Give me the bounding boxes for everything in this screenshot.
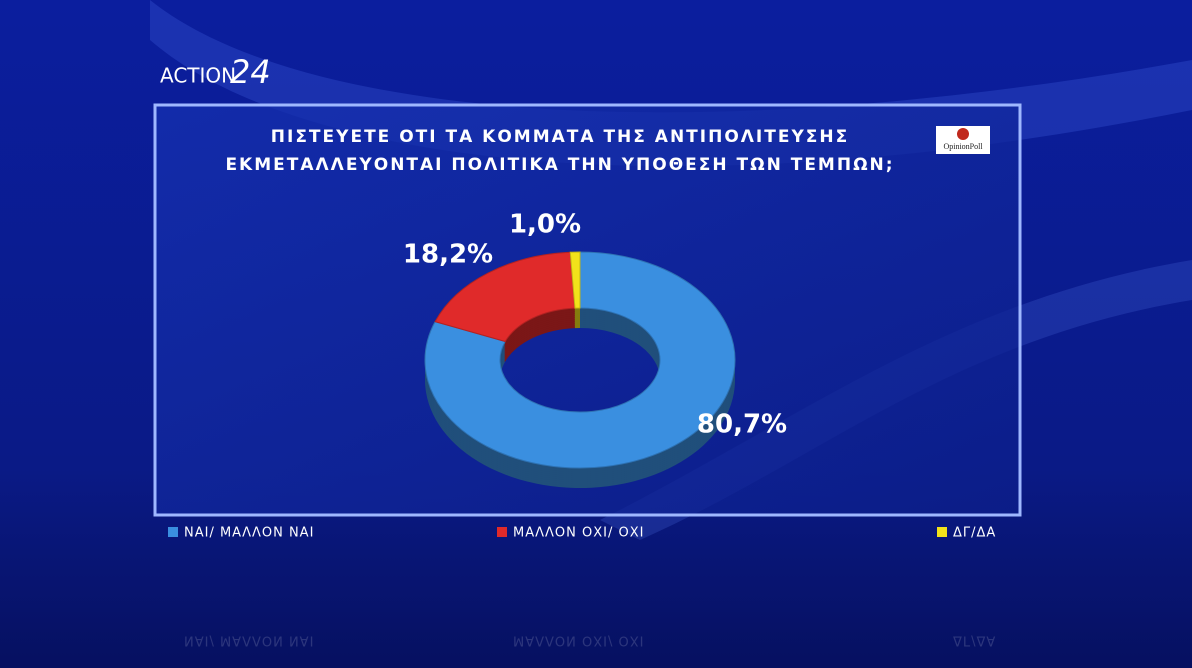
legend-swatch	[937, 527, 947, 537]
legend-reflection: ΔΓ/ΔΑ	[953, 633, 996, 648]
channel-logo: ACTION	[160, 64, 236, 88]
value-label: 80,7%	[697, 410, 787, 440]
slice	[424, 251, 736, 469]
chart-title: ΕΚΜΕΤΑΛΛΕΥΟΝΤΑΙ ΠΟΛΙΤΙΚΑ ΤΗΝ ΥΠΟΘΕΣΗ ΤΩΝ…	[225, 155, 894, 175]
donut: 80,7% 18,2% 1,0%	[403, 210, 787, 488]
legend-label: ΔΓ/ΔΑ	[953, 526, 996, 541]
value-label: 1,0%	[509, 210, 581, 240]
legend-swatch	[168, 527, 178, 537]
channel-logo-number: 24	[230, 53, 271, 91]
pollster-name: OpinionPoll	[943, 142, 983, 151]
pollster-logo-mark	[957, 128, 969, 140]
legend-reflection: ΜΑΛΛΟΝ ΟΧΙ/ ΟΧΙ	[513, 633, 644, 648]
legend-label: ΝΑΙ/ ΜΑΛΛΟΝ ΝΑΙ	[184, 526, 314, 541]
chart-title: ΠΙΣΤΕΥΕΤΕ ΟΤΙ ΤΑ ΚΟΜΜΑΤΑ ΤΗΣ ΑΝΤΙΠΟΛΙΤΕΥ…	[271, 127, 849, 147]
slice	[434, 251, 576, 343]
value-label: 18,2%	[403, 240, 493, 270]
legend-reflection: ΝΑΙ/ ΜΑΛΛΟΝ ΝΑΙ	[184, 633, 314, 648]
legend-swatch	[497, 527, 507, 537]
slice	[569, 251, 581, 309]
legend-label: ΜΑΛΛΟΝ ΟΧΙ/ ΟΧΙ	[513, 526, 644, 541]
